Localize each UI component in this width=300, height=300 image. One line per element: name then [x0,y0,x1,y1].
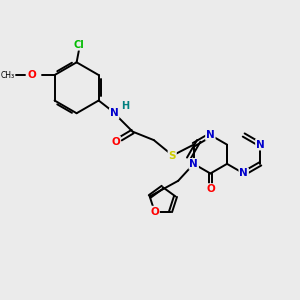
Text: S: S [168,151,176,161]
Text: N: N [206,130,215,140]
Text: H: H [121,101,129,111]
Text: O: O [206,184,215,194]
Text: CH₃: CH₃ [1,70,15,80]
Text: N: N [239,169,248,178]
Text: N: N [256,140,265,150]
Text: O: O [150,207,159,217]
Text: O: O [28,70,36,80]
Text: Cl: Cl [74,40,84,50]
Text: N: N [110,108,118,118]
Text: O: O [111,136,120,146]
Text: N: N [189,159,198,169]
